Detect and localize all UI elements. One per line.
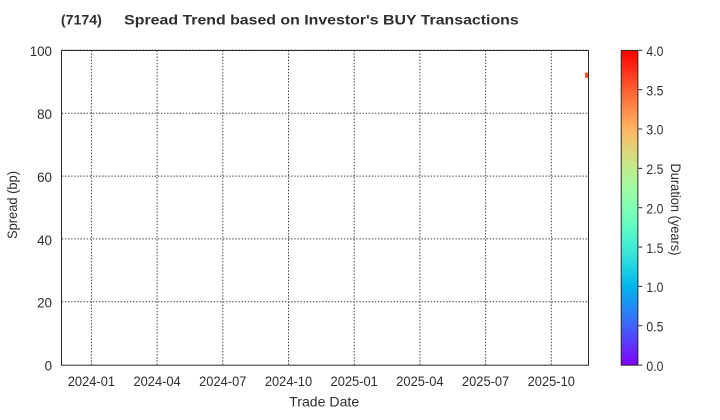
svg-text:40: 40 [37, 232, 52, 248]
svg-text:2025-01: 2025-01 [331, 373, 378, 389]
svg-text:Duration (years): Duration (years) [668, 164, 684, 256]
svg-text:20: 20 [37, 295, 52, 311]
svg-text:4.0: 4.0 [646, 43, 663, 59]
svg-text:100: 100 [30, 43, 53, 59]
svg-text:0.5: 0.5 [646, 318, 663, 334]
svg-text:3.5: 3.5 [646, 82, 663, 98]
svg-text:2024-10: 2024-10 [265, 373, 312, 389]
svg-text:2025-04: 2025-04 [396, 373, 443, 389]
svg-text:Spread (bp): Spread (bp) [4, 171, 20, 239]
svg-text:80: 80 [37, 106, 52, 122]
svg-text:Trade Date: Trade Date [289, 394, 359, 410]
svg-text:2.0: 2.0 [646, 200, 663, 216]
svg-text:Spread Trend based on Investor: Spread Trend based on Investor's BUY Tra… [124, 12, 519, 28]
svg-text:2025-07: 2025-07 [462, 373, 509, 389]
svg-text:1.0: 1.0 [646, 279, 663, 295]
svg-text:0: 0 [45, 358, 53, 374]
svg-text:2.5: 2.5 [646, 161, 663, 177]
svg-text:(7174): (7174) [61, 12, 102, 28]
svg-text:60: 60 [37, 169, 52, 185]
svg-text:2025-10: 2025-10 [528, 373, 575, 389]
svg-text:2024-04: 2024-04 [133, 373, 180, 389]
svg-text:0.0: 0.0 [646, 358, 663, 374]
svg-text:2024-07: 2024-07 [199, 373, 246, 389]
svg-text:2024-01: 2024-01 [68, 373, 115, 389]
svg-text:3.0: 3.0 [646, 122, 663, 138]
svg-text:1.5: 1.5 [646, 240, 663, 256]
